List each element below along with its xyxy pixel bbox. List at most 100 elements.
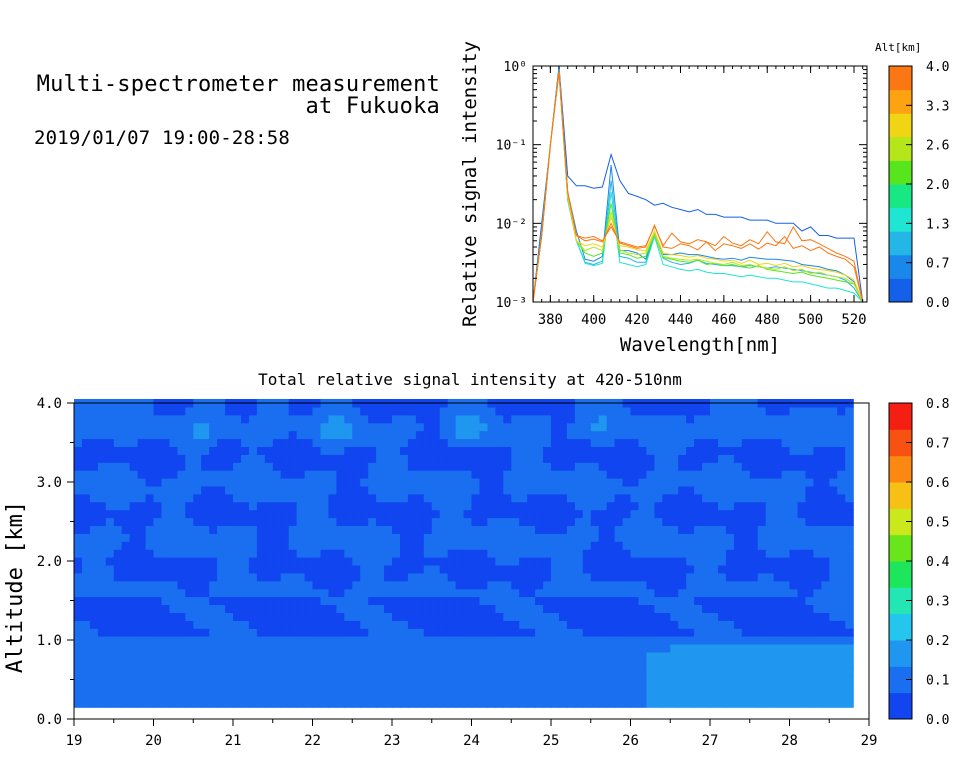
heatmap-cell (439, 406, 449, 416)
heatmap-cell (153, 580, 163, 590)
heatmap-cell (89, 636, 99, 645)
heatmap-cell (121, 493, 131, 503)
heatmap-cell (566, 541, 576, 550)
heatmap-cell (495, 438, 504, 447)
heatmap-cell (797, 430, 807, 440)
heatmap-cell (328, 430, 337, 440)
heatmap-cell (630, 612, 640, 621)
heatmap-cell (551, 422, 560, 432)
heatmap-cell (312, 659, 322, 669)
heatmap-cell (590, 517, 600, 526)
heatmap-cell (384, 683, 393, 692)
heatmap-cell (837, 533, 846, 542)
heatmap-cell (463, 470, 473, 479)
heatmap-cell (447, 493, 457, 503)
heatmap-cell (678, 422, 687, 432)
heatmap-cell (829, 628, 838, 637)
heatmap-cell (431, 612, 441, 621)
heatmap-cell (264, 446, 274, 455)
heatmap-cell (710, 699, 719, 708)
heatmap-cell (169, 651, 178, 661)
heatmap-cell (773, 414, 783, 424)
heatmap-cell (606, 446, 616, 455)
heatmap-cell (209, 667, 218, 677)
heatmap-cell (757, 509, 767, 519)
heatmap-cell (598, 430, 608, 440)
heatmap-cell (153, 564, 163, 574)
heatmap-cell (177, 470, 186, 479)
heatmap-cell (638, 667, 648, 677)
heatmap-cell (821, 667, 830, 677)
heatmap-cell (479, 683, 489, 692)
heatmap-cell (614, 699, 624, 708)
heatmap-cell (360, 691, 369, 700)
heatmap-cell (177, 644, 186, 653)
heatmap-cell (757, 406, 767, 416)
heatmap-cell (137, 691, 147, 700)
heatmap-cell (415, 612, 425, 621)
heatmap-cell (288, 470, 298, 479)
heatmap-cell (686, 564, 695, 574)
heatmap-cell (566, 414, 576, 424)
heatmap-cell (423, 580, 433, 590)
heatmap-cell (352, 454, 361, 463)
heatmap-cell (781, 691, 791, 700)
heatmap-cell (662, 636, 671, 645)
heatmap-cell (241, 454, 250, 463)
heatmap-cell (543, 493, 552, 503)
heatmap-cell (718, 683, 727, 692)
heatmap-cell (392, 675, 401, 684)
heatmap-cell (718, 699, 727, 708)
heatmap-cell (718, 572, 727, 582)
heatmap-cell (527, 683, 536, 692)
heatmap-cell (248, 509, 258, 519)
heatmap-cell (169, 446, 178, 455)
heatmap-cell (368, 414, 377, 424)
spectrum-line-1 (533, 69, 864, 302)
heatmap-cell (74, 564, 83, 574)
heatmap-cell (288, 659, 298, 669)
heatmap-cell (797, 509, 807, 519)
heatmap-cell (654, 438, 663, 447)
heatmap-cell (789, 628, 799, 637)
heatmap-cell (551, 691, 560, 700)
heatmap-cell (511, 572, 520, 582)
heatmap-cell (185, 699, 194, 708)
heatmap-cell (272, 422, 282, 432)
heatmap-cell (670, 430, 679, 440)
heatmap-cell (559, 580, 568, 590)
heatmap-cell (829, 651, 838, 661)
heatmap-cell (233, 493, 242, 503)
heatmap-cell (105, 580, 115, 590)
heatmap-cell (503, 485, 512, 495)
heatmap-cell (177, 541, 186, 550)
heatmap-cell (551, 659, 560, 669)
heatmap-cell (527, 699, 536, 708)
heatmap-cell (312, 485, 322, 495)
heatmap-cell (670, 414, 679, 424)
heatmap-cell (304, 509, 314, 519)
heatmap-cell (272, 446, 282, 455)
heatmap-cell (288, 572, 298, 582)
heatmap-cell (479, 541, 489, 550)
heatmap-cell (431, 699, 441, 708)
heatmap-cell (217, 659, 226, 669)
heatmap-cell (471, 572, 481, 582)
heatmap-cell (439, 549, 449, 558)
heatmap-cell (789, 454, 799, 463)
heatmap-cell (376, 462, 385, 471)
heatmap-cell (439, 596, 449, 605)
heatmap-cell (638, 580, 648, 590)
heatmap-cell (622, 485, 632, 495)
intensity-colorbar-cell (889, 403, 912, 430)
heatmap-cell (137, 501, 147, 511)
heatmap-cell (400, 612, 409, 621)
heatmap-cell (137, 517, 147, 526)
heatmap-cell (113, 485, 123, 495)
heatmap-cell (161, 422, 171, 432)
heatmap-cell (718, 628, 727, 637)
heatmap-cell (797, 659, 807, 669)
heatmap-cell (638, 620, 648, 629)
heatmap-cell (97, 525, 107, 534)
heatmap-cell (781, 541, 791, 550)
